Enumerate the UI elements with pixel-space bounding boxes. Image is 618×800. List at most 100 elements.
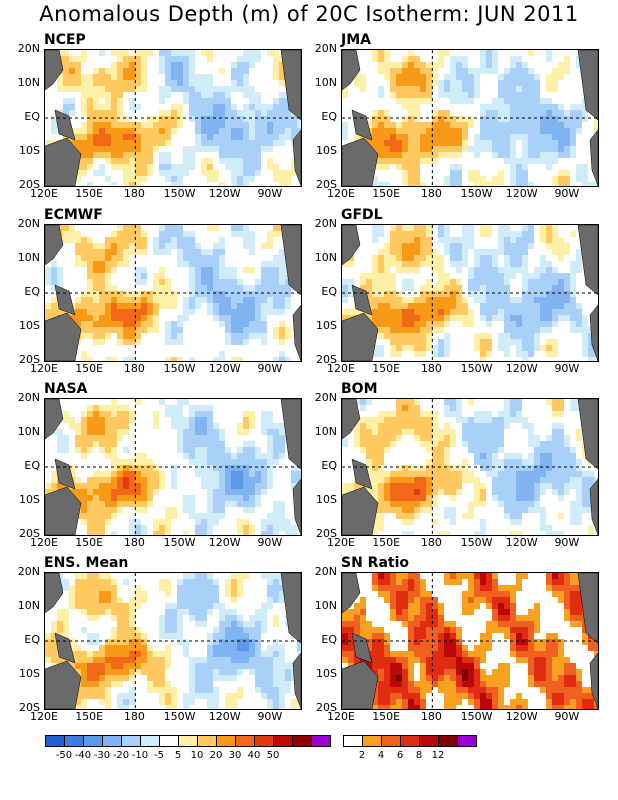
y-tick-label: 10N [17,425,40,438]
x-tick-label: 150W [460,187,493,200]
colorbar-label: 2 [358,750,366,761]
colorbar-swatch [122,736,141,746]
colorbar-swatch [274,736,293,746]
y-tick-label: EQ [321,459,337,472]
land-mass [45,50,64,91]
land-mass [292,478,301,535]
x-tick-label: 120W [505,362,538,375]
x-tick-label: 150E [372,187,401,200]
x-tick-label: 90W [257,362,283,375]
x-tick-label: 150W [163,362,196,375]
anomaly-colorbar [45,735,331,747]
land-mass [342,486,379,535]
land-mass [589,304,598,361]
colorbar-label: 6 [396,750,404,761]
colorbar-swatch [141,736,160,746]
land-mass [45,486,82,535]
map-field [342,399,598,535]
land-mass [577,399,598,470]
y-tick-label: 10S [316,319,337,332]
colorbar-label: -10 [131,750,149,761]
land-mass [45,573,64,614]
colorbar-label: -30 [93,750,111,761]
y-tick-label: 20N [314,391,337,404]
panel-title: ECMWF [44,207,103,223]
y-tick-label: 20N [314,217,337,230]
x-tick-label: 180 [420,362,442,375]
x-tick-label: 90W [257,710,283,723]
panel-ncep [44,49,302,187]
land-mass [45,399,64,440]
x-tick-label: 120E [30,710,58,723]
y-tick-label: 10N [17,76,40,89]
land-mass [577,50,598,121]
colorbar-swatch [293,736,312,746]
land-mass [589,652,598,709]
x-tick-label: 180 [123,187,145,200]
map-field [45,225,301,361]
colorbar-label: 30 [228,750,242,761]
y-tick-label: 10S [19,144,40,157]
y-tick-label: EQ [24,633,40,646]
land-mass [342,225,361,266]
x-tick-label: 90W [554,362,580,375]
colorbar-label: 4 [377,750,385,761]
colorbar-label: 12 [431,750,445,761]
land-mass [342,399,361,440]
map-field [342,225,598,361]
colorbar-swatch [84,736,103,746]
x-tick-label: 180 [123,362,145,375]
panel-title: NASA [44,381,88,397]
x-tick-label: 150E [75,536,104,549]
x-tick-label: 180 [420,187,442,200]
x-tick-label: 120E [30,536,58,549]
colorbar-swatch [65,736,84,746]
x-tick-label: 120E [327,362,355,375]
land-mass [342,312,379,361]
y-tick-label: 20S [316,527,337,540]
land-mass [577,225,598,296]
land-mass [280,399,301,470]
colorbar-swatch [312,736,330,746]
y-tick-label: 10N [314,425,337,438]
y-tick-label: 20S [19,353,40,366]
y-tick-label: EQ [321,110,337,123]
panel-bom [341,398,599,536]
y-tick-label: 20N [314,42,337,55]
x-tick-label: 120E [30,362,58,375]
snr-colorbar [343,735,477,747]
x-tick-label: 120W [208,536,241,549]
panel-jma [341,49,599,187]
panel-title: JMA [341,32,371,48]
land-mass [589,129,598,186]
colorbar-swatch [382,736,401,746]
x-tick-label: 150W [163,187,196,200]
map-field [342,50,598,186]
x-tick-label: 150W [163,710,196,723]
panel-gfdl [341,224,599,362]
x-tick-label: 150E [372,362,401,375]
y-tick-label: 10N [17,251,40,264]
panel-title: GFDL [341,207,383,223]
colorbar-swatch [179,736,198,746]
x-tick-label: 150W [460,362,493,375]
x-tick-label: 90W [554,187,580,200]
y-tick-label: 20N [17,42,40,55]
x-tick-label: 90W [554,710,580,723]
panel-ens-mean [44,572,302,710]
y-tick-label: 20S [19,527,40,540]
x-tick-label: 150E [75,362,104,375]
y-tick-label: EQ [24,285,40,298]
x-tick-label: 150E [372,536,401,549]
panel-nasa [44,398,302,536]
x-tick-label: 120W [505,187,538,200]
land-mass [342,50,361,91]
y-tick-label: 10S [316,493,337,506]
x-tick-label: 120W [505,710,538,723]
colorbar-swatch [46,736,65,746]
y-tick-label: 10S [19,493,40,506]
y-tick-label: EQ [321,285,337,298]
land-mass [45,137,82,186]
land-mass [292,304,301,361]
colorbar-swatch [420,736,439,746]
